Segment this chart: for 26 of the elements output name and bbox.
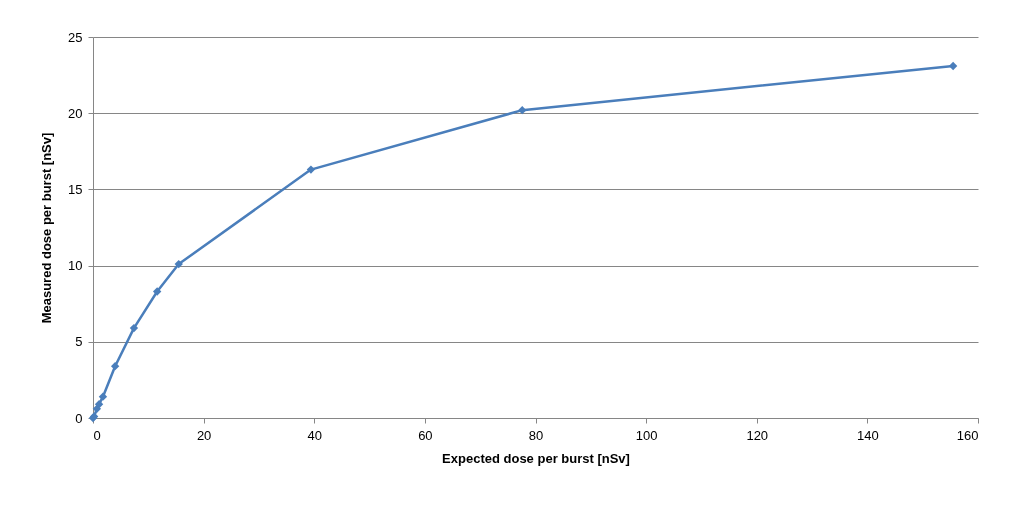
y-tick-label: 10 [68, 258, 83, 274]
x-tick-label: 20 [196, 427, 212, 443]
y-tick-label: 5 [75, 334, 83, 350]
x-tick-label: 160 [956, 427, 979, 443]
point [152, 287, 162, 296]
y-tick-label: 15 [68, 181, 83, 197]
y-tick-label: 25 [68, 29, 83, 45]
y-tick-label: 0 [75, 410, 83, 426]
x-axis-title: Expected dose per burst [nSv] [442, 450, 630, 466]
point [174, 259, 183, 269]
x-tick-label: 140 [857, 427, 879, 443]
point [948, 61, 958, 71]
y-tick-label: 20 [68, 105, 83, 121]
point [129, 323, 139, 333]
point [98, 392, 108, 401]
point [110, 362, 120, 371]
x-tick-label: 60 [418, 427, 433, 443]
point [518, 105, 527, 115]
x-tick-label: 100 [635, 427, 658, 443]
point [306, 165, 316, 174]
x-tick-label: 40 [307, 427, 322, 443]
point [94, 400, 104, 409]
y-axis-title: Measured dose per burst [nSv] [39, 132, 55, 324]
x-tick-label: 80 [528, 427, 544, 443]
x-tick-label: 120 [746, 427, 769, 443]
x-tick-label: 0 [93, 427, 101, 443]
